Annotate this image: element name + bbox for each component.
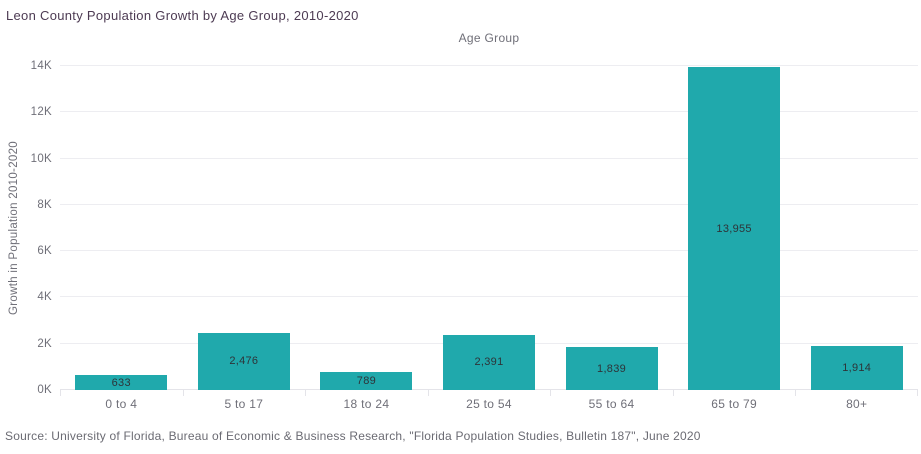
bar-value-label: 13,955	[716, 222, 752, 235]
gridline	[60, 65, 918, 66]
x-axis-tick	[917, 390, 918, 396]
y-tick-label: 2K	[37, 337, 52, 350]
bar[interactable]: 789	[320, 371, 413, 390]
x-tick-label: 0 to 4	[105, 397, 138, 411]
gridline	[60, 203, 918, 205]
x-axis-tick	[305, 390, 307, 396]
x-tick-label: 65 to 79	[711, 397, 758, 411]
y-tick-label: 6K	[37, 245, 52, 258]
y-tick-label: 10K	[30, 152, 52, 165]
x-axis-tick-labels: 0 to 4 5 to 17 18 to 24 25 to 54 55 to 64 65 …	[60, 397, 918, 413]
bar[interactable]: 1,914	[810, 345, 903, 390]
x-axis-tick	[60, 390, 61, 396]
chart-title: Leon County Population Growth by Age Gro…	[6, 8, 359, 23]
bar-value-label: 633	[111, 376, 131, 389]
source-note: Source: University of Florida, Bureau of…	[5, 429, 701, 443]
x-axis-title: Age Group	[458, 31, 520, 45]
x-tick-label: 80+	[846, 397, 868, 411]
gridline	[60, 111, 918, 113]
y-tick-label: 14K	[30, 60, 52, 72]
bar-value-label: 789	[356, 374, 377, 387]
bar-value-label: 2,391	[474, 356, 504, 369]
y-axis-title: Growth in Population 2010-2020	[8, 141, 20, 315]
x-tick-label: 25 to 54	[466, 397, 512, 411]
y-tick-label: 0K	[37, 384, 52, 396]
bar-value-label: 1,914	[842, 361, 872, 374]
y-tick-label: 4K	[37, 291, 52, 304]
bar[interactable]: 13,955	[688, 67, 781, 390]
x-axis-tick	[182, 390, 184, 396]
bar[interactable]: 1,839	[565, 347, 658, 390]
gridline	[60, 157, 918, 159]
x-axis-tick	[427, 390, 429, 396]
gridline	[60, 250, 918, 252]
x-axis-tick	[672, 390, 674, 396]
gridline	[60, 296, 918, 298]
y-tick-label: 12K	[30, 106, 52, 119]
y-tick-label: 8K	[37, 198, 52, 211]
bar[interactable]: 633	[75, 375, 168, 390]
x-tick-label: 18 to 24	[343, 397, 390, 411]
bar[interactable]: 2,391	[443, 334, 535, 390]
x-axis-tick	[550, 390, 552, 396]
x-axis-tick	[795, 390, 797, 396]
plot-area: 0K 2K 4K 6K 8K 10K 12K 14K 633 2,476 789 2,391 1,839…	[31, 60, 918, 396]
bar-value-label: 1,839	[597, 362, 627, 375]
x-tick-label: 5 to 17	[224, 397, 264, 411]
bar-value-label: 2,476	[229, 355, 259, 368]
x-tick-label: 55 to 64	[588, 397, 635, 411]
bar[interactable]: 2,476	[197, 332, 290, 390]
